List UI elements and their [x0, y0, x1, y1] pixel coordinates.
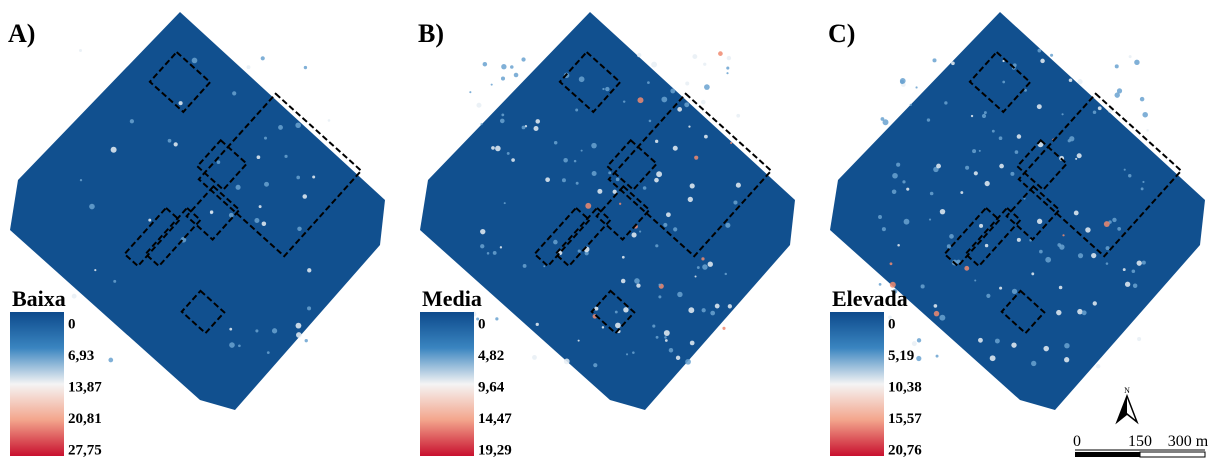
map-panel: B) Media 0 4,82 9,64 14,47 19,29	[418, 12, 795, 458]
zone-box	[964, 206, 1022, 268]
zone-box	[195, 138, 249, 192]
legend-tick: 0	[478, 316, 486, 332]
zone-box	[148, 50, 212, 114]
legend-tick: 0	[888, 316, 896, 332]
legend-tick: 20,81	[68, 411, 102, 427]
zone-box	[968, 50, 1032, 114]
legend-tick: 14,47	[478, 411, 512, 427]
zone-box	[1000, 289, 1046, 335]
legend-title: Baixa	[12, 286, 66, 311]
panel-label: C)	[828, 19, 855, 48]
zone-box	[144, 206, 202, 268]
zone-box	[1015, 138, 1069, 192]
legend-tick: 20,76	[888, 442, 922, 458]
legend-tick: 15,57	[888, 411, 922, 427]
zone-box	[595, 185, 651, 241]
zone-box	[180, 289, 226, 335]
zone-box	[1005, 185, 1061, 241]
map-area	[10, 12, 385, 410]
legend-tick: 4,82	[478, 348, 504, 364]
zone-box	[605, 138, 659, 192]
scale-label: 150	[1128, 433, 1152, 450]
zone-box	[123, 206, 181, 268]
legend-ramp	[10, 312, 64, 456]
legend-ramp	[420, 312, 474, 456]
legend-title: Media	[422, 286, 482, 311]
panel-label: A)	[8, 19, 35, 48]
north-label: N	[1124, 386, 1130, 395]
map-area	[420, 12, 795, 410]
legend-tick: 0	[68, 316, 76, 332]
scale-label: 0	[1073, 433, 1081, 450]
map-area	[830, 12, 1205, 410]
legend-title: Elevada	[832, 286, 908, 311]
zone-box	[1017, 92, 1183, 258]
legend-tick: 27,75	[68, 442, 102, 458]
legend-tick: 9,64	[478, 379, 505, 395]
map-panel: C) Elevada 0 5,19 10,38 15,57 20,76	[828, 12, 1205, 458]
north-arrow: N	[1115, 386, 1139, 425]
zone-box	[590, 289, 636, 335]
legend-tick: 5,19	[888, 348, 914, 364]
zone-box	[558, 50, 622, 114]
zone-box	[554, 206, 612, 268]
zone-box	[607, 92, 773, 258]
legend-tick: 6,93	[68, 348, 94, 364]
zone-box	[533, 206, 591, 268]
zone-box	[185, 185, 241, 241]
scale-label: 300 m	[1168, 433, 1209, 450]
legend-tick: 13,87	[68, 379, 102, 395]
legend-tick: 19,29	[478, 442, 512, 458]
legend-tick: 10,38	[888, 379, 922, 395]
zone-box	[943, 206, 1001, 268]
panel-label: B)	[418, 19, 444, 48]
zone-box	[197, 92, 363, 258]
scale-bar: 0 150 300 m	[1073, 433, 1209, 458]
legend-ramp	[830, 312, 884, 456]
